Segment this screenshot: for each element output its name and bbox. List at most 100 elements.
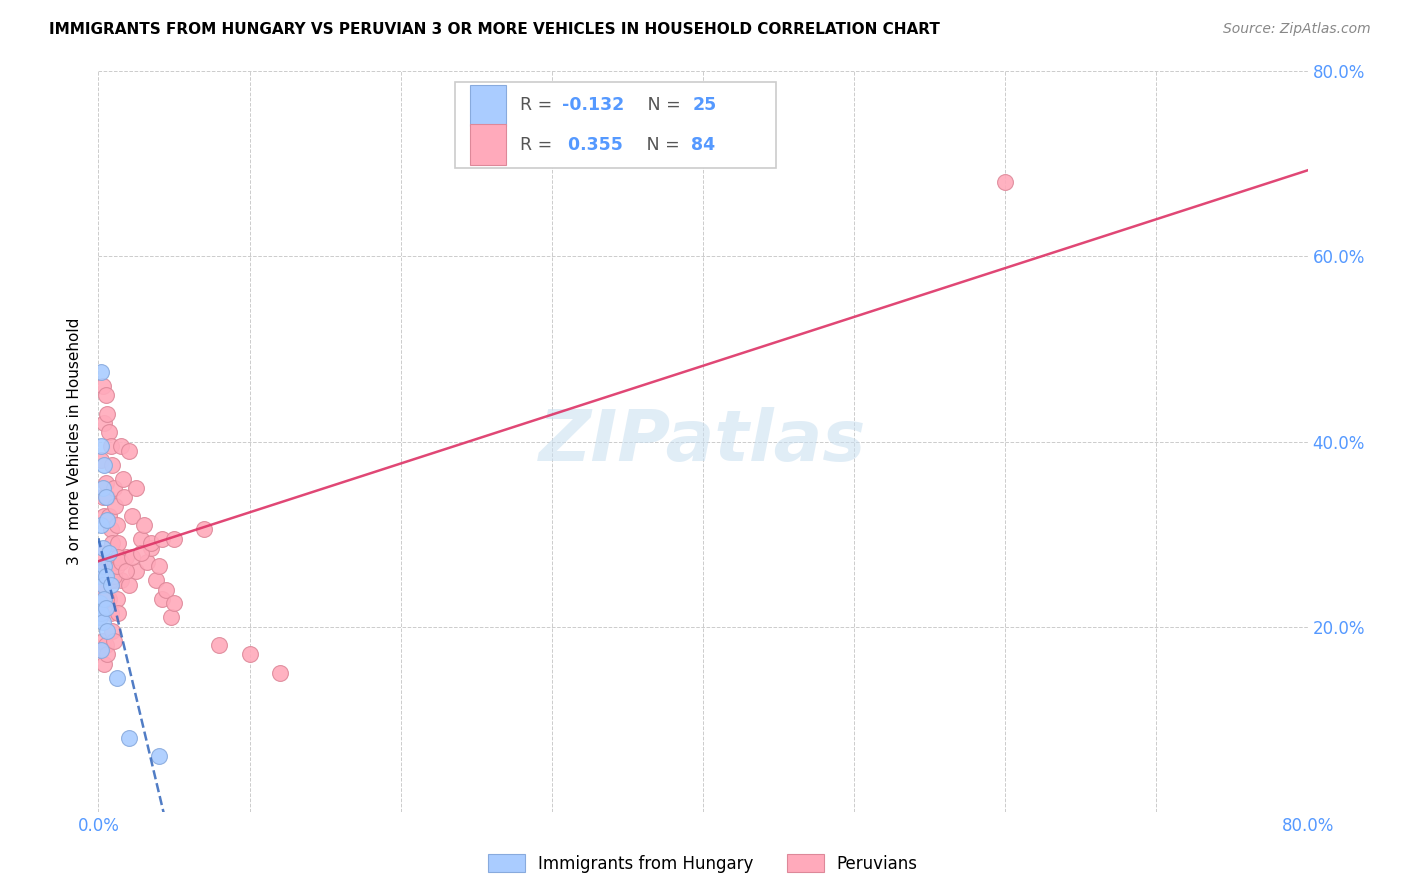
Point <box>98 425 121 440</box>
Point <box>93 508 115 523</box>
Point <box>108 555 131 569</box>
Point <box>114 550 136 565</box>
Point <box>93 657 115 671</box>
Point <box>103 568 125 582</box>
Text: ZIPatlas: ZIPatlas <box>540 407 866 476</box>
Point <box>105 517 128 532</box>
Point <box>105 559 128 574</box>
Point <box>269 665 291 680</box>
Point <box>96 568 118 582</box>
Point <box>103 481 125 495</box>
Point <box>150 591 173 606</box>
Point <box>121 508 143 523</box>
Point <box>104 555 127 569</box>
Point <box>103 555 125 569</box>
Point <box>239 648 262 662</box>
Point <box>100 578 122 592</box>
Point <box>160 610 183 624</box>
Point <box>98 555 121 569</box>
Point <box>91 481 114 495</box>
Point <box>110 574 132 588</box>
Point <box>91 379 114 393</box>
Point <box>91 541 114 555</box>
Point <box>105 671 128 685</box>
Point <box>118 443 141 458</box>
Point <box>94 490 117 504</box>
FancyBboxPatch shape <box>456 82 776 168</box>
Point <box>994 175 1017 190</box>
Point <box>141 541 163 555</box>
Point <box>193 523 215 537</box>
Point <box>107 536 129 550</box>
Point <box>114 564 136 578</box>
Point <box>98 508 121 523</box>
Y-axis label: 3 or more Vehicles in Household: 3 or more Vehicles in Household <box>67 318 83 566</box>
Point <box>90 517 112 532</box>
Point <box>101 559 124 574</box>
Point <box>93 416 115 430</box>
Point <box>105 591 128 606</box>
Point <box>90 642 112 657</box>
Text: R =: R = <box>520 136 558 153</box>
Point <box>141 536 163 550</box>
FancyBboxPatch shape <box>470 124 506 165</box>
Point <box>125 564 148 578</box>
Point <box>110 555 132 569</box>
Point <box>98 545 121 560</box>
Point <box>98 591 121 606</box>
Legend: Immigrants from Hungary, Peruvians: Immigrants from Hungary, Peruvians <box>481 847 925 880</box>
Text: N =: N = <box>631 96 686 114</box>
Point <box>91 490 114 504</box>
Point <box>90 582 112 597</box>
FancyBboxPatch shape <box>470 85 506 126</box>
Point <box>89 568 111 582</box>
Point <box>103 633 125 648</box>
Point <box>135 555 157 569</box>
Point <box>89 606 111 620</box>
Point <box>94 601 117 615</box>
Text: IMMIGRANTS FROM HUNGARY VS PERUVIAN 3 OR MORE VEHICLES IN HOUSEHOLD CORRELATION : IMMIGRANTS FROM HUNGARY VS PERUVIAN 3 OR… <box>49 22 941 37</box>
Point <box>129 545 152 560</box>
Point <box>90 642 112 657</box>
Point <box>91 615 114 629</box>
Point <box>145 574 167 588</box>
Point <box>93 458 115 472</box>
Text: 84: 84 <box>692 136 716 153</box>
Point <box>93 578 115 592</box>
Point <box>93 591 115 606</box>
Point <box>100 574 122 588</box>
Point <box>91 568 114 582</box>
Point <box>96 513 118 527</box>
Point <box>148 559 170 574</box>
Point <box>94 476 117 491</box>
Point <box>96 407 118 421</box>
Point <box>94 638 117 652</box>
Point <box>121 550 143 565</box>
Point <box>93 559 115 574</box>
Point <box>96 624 118 639</box>
Text: R =: R = <box>520 96 558 114</box>
Point <box>148 749 170 764</box>
Text: 25: 25 <box>693 96 717 114</box>
Point <box>94 568 117 582</box>
Point <box>90 545 112 560</box>
Point <box>101 624 124 639</box>
Point <box>91 564 114 578</box>
Text: -0.132: -0.132 <box>562 96 624 114</box>
Point <box>96 648 118 662</box>
Point <box>89 597 111 611</box>
Point <box>118 578 141 592</box>
Point <box>163 597 186 611</box>
Point <box>110 439 132 453</box>
Point <box>208 638 231 652</box>
Point <box>90 606 112 620</box>
Point <box>112 490 135 504</box>
Point <box>101 458 124 472</box>
Point <box>91 633 114 648</box>
Point <box>107 550 129 565</box>
Point <box>118 731 141 745</box>
Text: 0.355: 0.355 <box>562 136 623 153</box>
Point <box>107 606 129 620</box>
Point <box>150 532 173 546</box>
Point <box>100 606 122 620</box>
